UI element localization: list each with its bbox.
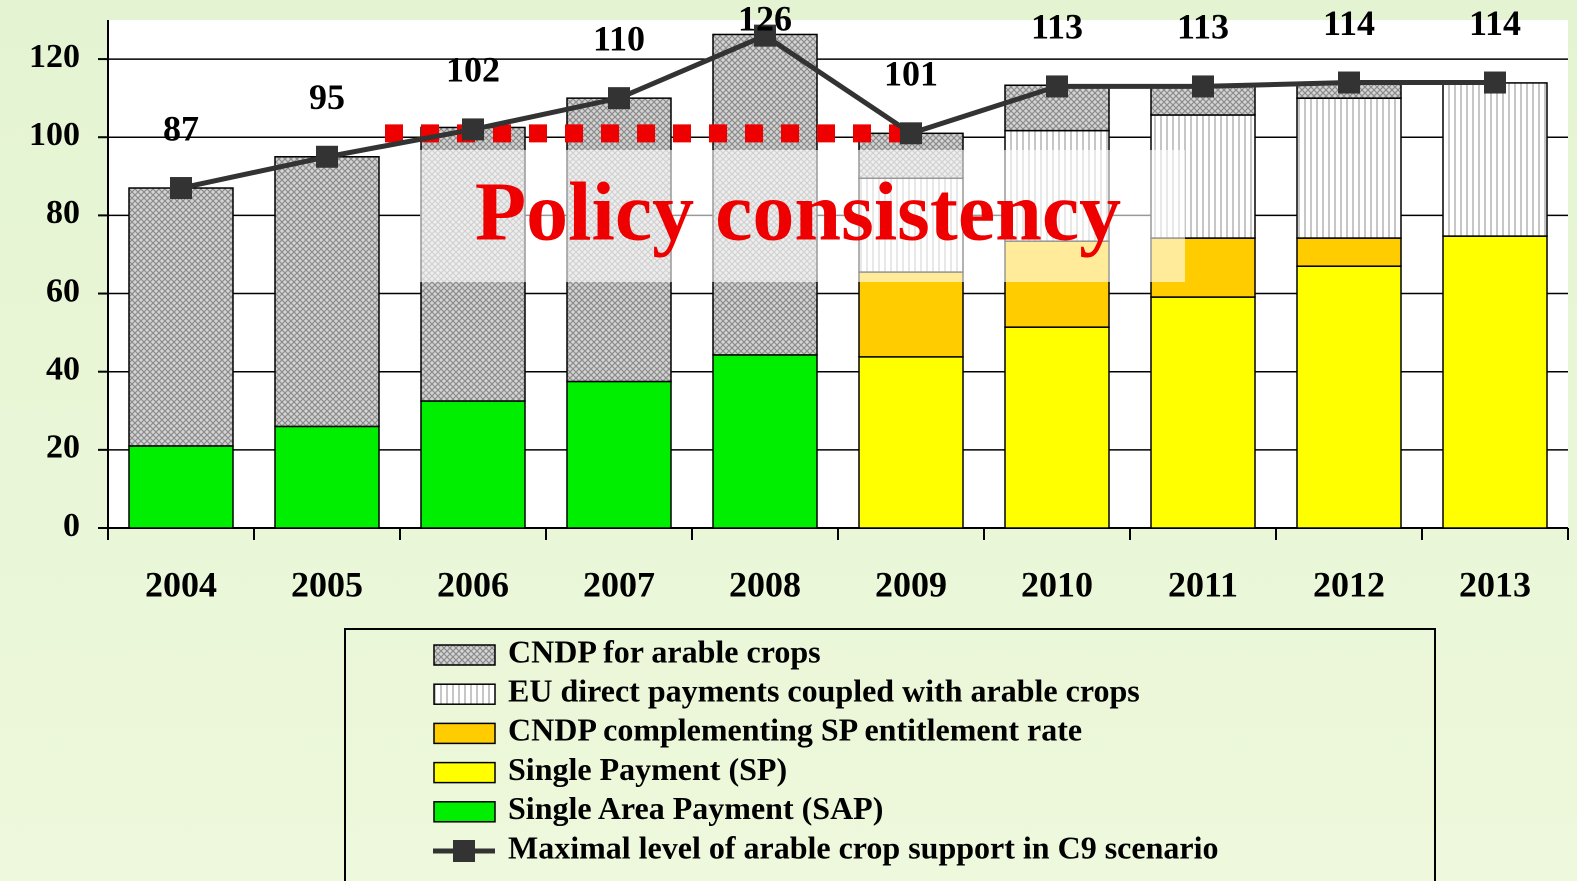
x-tick-label: 2004 [145,564,217,604]
line-marker [170,177,192,200]
legend-swatch [433,761,496,784]
x-tick-label: 2008 [729,564,801,604]
legend-swatch [433,801,496,823]
y-tick-label: 80 [46,194,80,231]
x-tick-label: 2013 [1459,564,1531,604]
bar-segment [1296,97,1402,239]
data-label: 113 [1177,7,1229,47]
legend-label: CNDP for arable crops [508,633,821,669]
data-label: 101 [884,54,938,94]
data-label: 113 [1031,7,1083,47]
legend-swatch [453,840,475,862]
annotation: Policy consistency [475,165,1121,258]
data-label: 114 [1323,3,1375,43]
line-marker [462,118,484,141]
line-marker [900,122,922,145]
legend-label: Single Payment (SP) [508,751,787,787]
bar-segment [566,380,672,529]
y-tick-label: 20 [46,429,80,466]
bar-segment [858,271,964,358]
x-tick-label: 2007 [583,564,655,604]
bar-segment [420,400,526,529]
bar-segment [1296,237,1402,267]
bar-segment [1296,265,1402,529]
data-label: 95 [309,77,345,117]
line-marker [316,145,338,168]
line [180,32,1495,191]
bar-segment [274,156,380,428]
legend-swatch [433,683,496,705]
legend-box [344,628,1436,881]
annotation-backdrop [420,150,1185,282]
y-tick-label: 120 [29,38,80,75]
y-tick-label: 40 [46,350,80,387]
x-tick-label: 2010 [1021,564,1093,604]
line-marker [1046,75,1068,98]
y-tick-label: 0 [63,507,80,544]
bar-segment [1150,296,1256,529]
x-tick-label: 2005 [291,564,363,604]
line-marker [1192,75,1214,98]
bar-segment [712,354,818,529]
legend-label: CNDP complementing SP entitlement rate [508,712,1082,748]
data-label: 110 [593,18,645,58]
bar-segment [274,425,380,529]
x-tick-label: 2012 [1313,564,1385,604]
bar-segment [128,187,234,447]
x-tick-label: 2011 [1168,564,1238,604]
legend-label: Maximal level of arable crop support in … [508,829,1218,865]
y-tick-label: 60 [46,272,80,309]
legend-swatch [433,722,496,745]
x-tick-label: 2009 [875,564,947,604]
legend-label: Single Area Payment (SAP) [508,790,883,826]
bar-segment [1004,326,1110,529]
line-marker [754,24,776,47]
bar-segment [858,356,964,529]
line-marker [1338,71,1360,94]
line-marker [608,87,630,110]
bar-segment [1442,235,1548,529]
y-tick-label: 100 [29,116,80,153]
data-label: 87 [163,108,199,148]
data-label: 102 [446,50,500,90]
legend-swatch [433,644,496,666]
bar-segment [128,445,234,529]
x-tick-label: 2006 [437,564,509,604]
legend-label: EU direct payments coupled with arable c… [508,673,1140,709]
line-marker [1484,71,1506,94]
data-label: 126 [738,0,792,38]
data-label: 114 [1469,3,1521,43]
bar-segment [1442,82,1548,237]
